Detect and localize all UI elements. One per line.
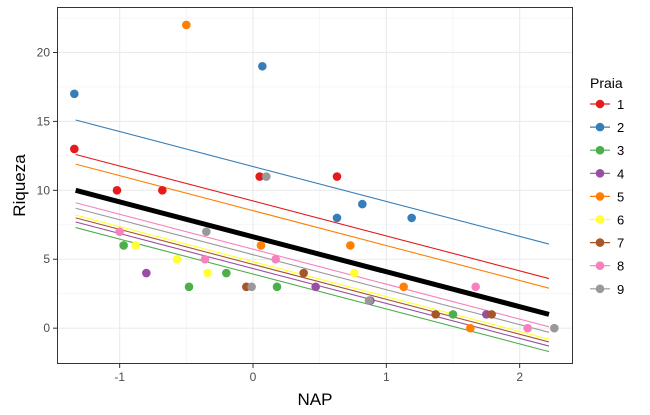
fit-line-praia-8: [75, 202, 550, 328]
point-praia-7: [299, 268, 308, 278]
legend-key-point: [595, 284, 605, 294]
point-praia-9: [247, 282, 256, 292]
point-praia-1: [332, 172, 342, 181]
legend-item-7: 7: [590, 236, 624, 251]
legend-label: 9: [617, 282, 624, 297]
plot-panel: [57, 7, 573, 364]
point-praia-9: [364, 296, 374, 305]
point-praia-2: [70, 89, 79, 99]
point-praia-5: [346, 241, 355, 250]
x-tick-label: 2: [516, 370, 523, 384]
point-praia-7: [431, 310, 440, 319]
fit-line-praia-1: [75, 153, 550, 280]
legend: Praia 1 2 3 4 5 6 7 8 9: [590, 75, 624, 297]
point-praia-8: [523, 323, 532, 333]
point-praia-5: [256, 241, 266, 250]
point-praia-8: [115, 227, 124, 236]
point-praia-6: [172, 254, 182, 264]
legend-label: 1: [617, 97, 624, 112]
y-tick-label: 15: [37, 114, 51, 128]
point-praia-7: [487, 310, 496, 319]
fit-line-praia-5: [75, 163, 550, 289]
legend-key-point: [595, 145, 605, 155]
legend-item-6: 6: [590, 213, 624, 228]
legend-item-8: 8: [590, 259, 624, 274]
legend-key-point: [595, 192, 605, 201]
legend-item-1: 1: [590, 97, 624, 112]
point-praia-2: [258, 61, 267, 71]
x-tick-label: -1: [114, 370, 125, 384]
point-praia-4: [311, 282, 320, 292]
point-praia-5: [182, 20, 191, 30]
fit-line-praia-7: [75, 217, 550, 343]
x-tick-label: 0: [250, 370, 257, 384]
legend-key-point: [595, 99, 605, 109]
point-praia-2: [358, 199, 367, 209]
legend-item-4: 4: [590, 166, 624, 181]
point-praia-1: [255, 172, 264, 181]
y-tick-label: 20: [37, 45, 51, 59]
legend-item-2: 2: [590, 120, 624, 135]
y-tick-label: 5: [43, 252, 50, 266]
plot-border: [57, 7, 573, 364]
point-praia-1: [112, 186, 122, 195]
legend-label: 2: [617, 120, 624, 135]
fit-line-praia-9: [75, 207, 550, 333]
x-tick-label: 1: [383, 370, 390, 384]
point-praia-8: [200, 254, 210, 264]
fit-line-praia-6: [75, 214, 550, 340]
legend-label: 3: [617, 143, 624, 158]
y-tick-label: 10: [37, 183, 51, 197]
legend-key-point: [595, 122, 605, 132]
point-praia-2: [332, 213, 342, 223]
legend-label: 5: [617, 189, 624, 204]
legend-key-point: [595, 261, 605, 271]
legend-label: 7: [617, 236, 624, 251]
point-praia-3: [119, 241, 128, 250]
legend-key-point: [595, 238, 605, 247]
point-praia-6: [203, 268, 212, 278]
legend-label: 4: [617, 166, 624, 181]
point-praia-8: [471, 282, 480, 292]
point-praia-2: [407, 213, 416, 223]
point-praia-3: [272, 282, 282, 292]
gridlines: [57, 7, 573, 364]
legend-item-3: 3: [590, 143, 624, 158]
point-praia-1: [70, 144, 79, 154]
point-praia-3: [184, 282, 194, 292]
data-points: [70, 20, 559, 333]
x-axis-title: NAP: [298, 390, 333, 409]
point-praia-5: [466, 323, 475, 333]
point-praia-9: [202, 227, 211, 236]
fit-line-praia-2: [75, 119, 550, 245]
point-praia-9: [550, 323, 559, 333]
population-fit-line: [75, 187, 550, 317]
point-praia-3: [222, 268, 231, 278]
point-praia-3: [448, 310, 458, 319]
y-axis-title: Riqueza: [10, 154, 29, 217]
legend-label: 6: [617, 213, 624, 228]
point-praia-6: [131, 241, 140, 250]
fitted-lines: [75, 119, 550, 353]
legend-title: Praia: [590, 75, 623, 91]
legend-key-point: [595, 169, 605, 178]
point-praia-9: [262, 172, 271, 181]
legend-item-9: 9: [590, 282, 624, 297]
point-praia-4: [142, 268, 151, 278]
y-tick-label: 0: [43, 321, 50, 335]
point-praia-5: [399, 282, 408, 292]
legend-key-point: [595, 215, 605, 224]
point-praia-8: [271, 254, 280, 264]
point-praia-6: [350, 268, 359, 278]
legend-label: 8: [617, 259, 624, 274]
point-praia-1: [158, 186, 167, 195]
legend-item-5: 5: [590, 189, 624, 204]
